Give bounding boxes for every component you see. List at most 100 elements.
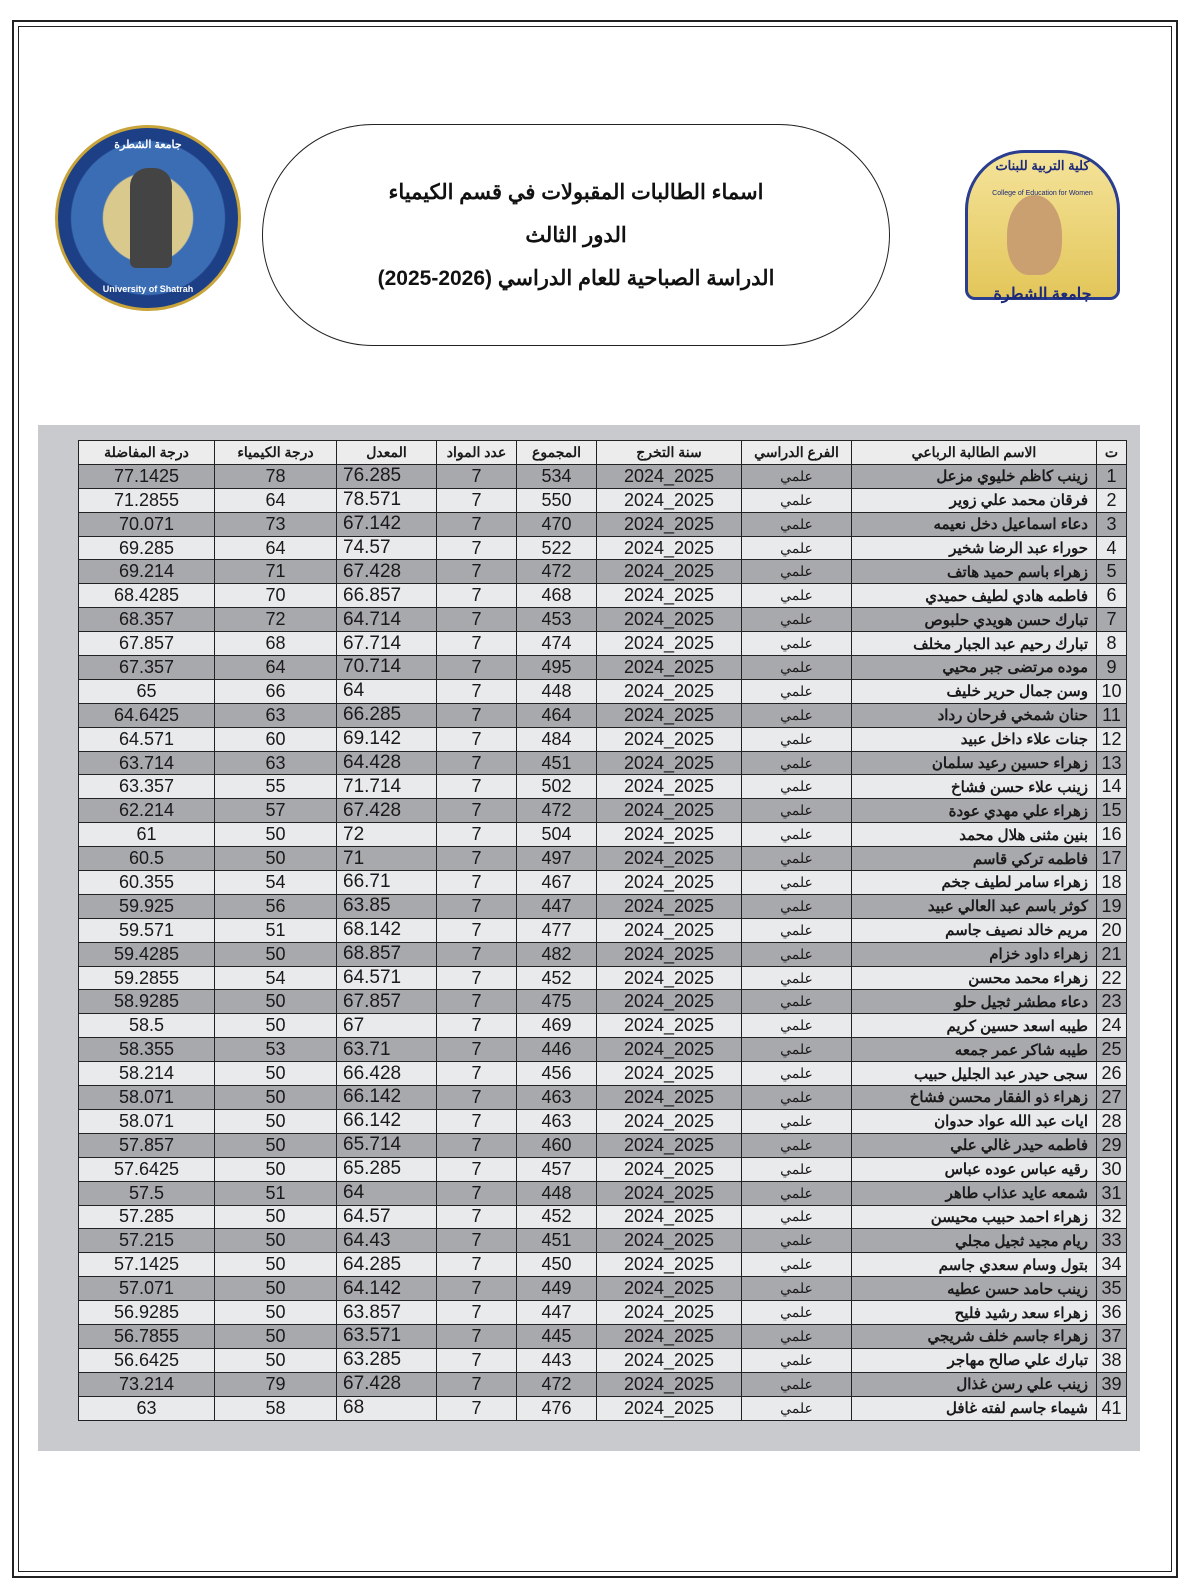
table-row: 10 وسن جمال حرير خليف علمي 2025_2024 448 7 64 6… <box>78 678 1127 704</box>
column-header: عدد المواد <box>436 440 517 465</box>
table-row: 35 زينب حامد حسن عطيه علمي 2025_2024 449 7 64.… <box>78 1276 1127 1302</box>
chemistry-grade: 64 <box>214 655 337 680</box>
graduation-year: 2025_2024 <box>596 1395 742 1421</box>
chemistry-grade: 50 <box>214 822 337 848</box>
branch: علمي <box>741 798 852 824</box>
student-name: زينب كاظم خليوي مزعل <box>851 463 1097 489</box>
average: 67.714 <box>336 631 437 657</box>
preference-score: 69.214 <box>78 559 215 585</box>
student-name: زهراء علي مهدي عودة <box>851 798 1097 824</box>
portrait-icon <box>1007 195 1062 275</box>
statue-icon <box>130 168 172 268</box>
student-name: موده مرتضى جبر محيي <box>851 655 1097 680</box>
table-row: 21 زهراء داود خزام علمي 2025_2024 482 7 68.857… <box>78 941 1127 967</box>
branch: علمي <box>741 941 852 967</box>
row-number: 28 <box>1096 1108 1127 1134</box>
student-name: دعاء اسماعيل دخل نعيمه <box>851 511 1097 537</box>
table-row: 5 زهراء باسم حميد هاتف علمي 2025_2024 472 7 67… <box>78 559 1127 585</box>
subject-count: 7 <box>436 1037 517 1063</box>
chemistry-grade: 50 <box>214 1228 337 1254</box>
subject-count: 7 <box>436 893 517 919</box>
chemistry-grade: 50 <box>214 846 337 872</box>
table-row: 4 حوراء عبد الرضا شخير علمي 2025_2024 522 7 74… <box>78 535 1127 561</box>
graduation-year: 2025_2024 <box>596 511 742 537</box>
row-number: 19 <box>1096 893 1127 919</box>
subject-count: 7 <box>436 655 517 680</box>
student-name: رقيه عباس عوده عباس <box>851 1156 1097 1182</box>
preference-score: 77.1425 <box>78 463 215 489</box>
row-number: 32 <box>1096 1204 1127 1230</box>
graduation-year: 2025_2024 <box>596 1228 742 1254</box>
preference-score: 71.2855 <box>78 487 215 513</box>
average: 71.714 <box>336 774 437 800</box>
student-name: فاطمه حيدر غالي علي <box>851 1132 1097 1158</box>
preference-score: 61 <box>78 822 215 848</box>
preference-score: 63 <box>78 1395 215 1421</box>
row-number: 21 <box>1096 941 1127 967</box>
chemistry-grade: 73 <box>214 511 337 537</box>
average: 71 <box>336 846 437 872</box>
subject-count: 7 <box>436 1371 517 1397</box>
preference-score: 57.285 <box>78 1204 215 1230</box>
preference-score: 60.355 <box>78 870 215 895</box>
chemistry-grade: 56 <box>214 893 337 919</box>
branch: علمي <box>741 702 852 728</box>
subject-count: 7 <box>436 1108 517 1134</box>
page-border-inner <box>18 26 1172 1572</box>
graduation-year: 2025_2024 <box>596 965 742 991</box>
preference-score: 56.9285 <box>78 1300 215 1325</box>
table-row: 28 ايات عبد الله عواد حدوان علمي 2025_2024 4… <box>78 1108 1127 1134</box>
preference-score: 57.215 <box>78 1228 215 1254</box>
total-score: 468 <box>516 583 597 609</box>
subject-count: 7 <box>436 965 517 991</box>
student-name: زهراء ذو الفقار محسن فشاخ <box>851 1085 1097 1110</box>
average: 68.857 <box>336 941 437 967</box>
subject-count: 7 <box>436 1347 517 1373</box>
preference-score: 67.857 <box>78 631 215 657</box>
chemistry-grade: 50 <box>214 1132 337 1158</box>
subject-count: 7 <box>436 1252 517 1278</box>
student-name: تبارك حسن هويدي حلبوص <box>851 607 1097 633</box>
row-number: 41 <box>1096 1395 1127 1421</box>
average: 65.714 <box>336 1132 437 1158</box>
branch: علمي <box>741 511 852 537</box>
table-row: 12 جنات علاء داخل عبيد علمي 2025_2024 484 7 69… <box>78 726 1127 752</box>
chemistry-grade: 54 <box>214 870 337 895</box>
average: 67 <box>336 1013 437 1039</box>
subject-count: 7 <box>436 989 517 1015</box>
average: 63.571 <box>336 1323 437 1349</box>
table-row: 13 زهراء حسين رعيد سلمان علمي 2025_2024 451 7… <box>78 750 1127 776</box>
table-row: 38 تبارك علي صالح مهاجر علمي 2025_2024 443 7 6… <box>78 1347 1127 1373</box>
table-row: 23 دعاء مطشر ثجيل حلو علمي 2025_2024 475 7 67.… <box>78 989 1127 1015</box>
preference-score: 57.5 <box>78 1180 215 1206</box>
chemistry-grade: 50 <box>214 1347 337 1373</box>
preference-score: 56.6425 <box>78 1347 215 1373</box>
graduation-year: 2025_2024 <box>596 631 742 657</box>
table-row: 30 رقيه عباس عوده عباس علمي 2025_2024 457 7 65… <box>78 1156 1127 1182</box>
average: 74.57 <box>336 535 437 561</box>
total-score: 460 <box>516 1132 597 1158</box>
total-score: 451 <box>516 750 597 776</box>
row-number: 1 <box>1096 463 1127 489</box>
student-name: تبارك علي صالح مهاجر <box>851 1347 1097 1373</box>
chemistry-grade: 51 <box>214 1180 337 1206</box>
graduation-year: 2025_2024 <box>596 1132 742 1158</box>
graduation-year: 2025_2024 <box>596 678 742 704</box>
subject-count: 7 <box>436 726 517 752</box>
student-name: زهراء جاسم خلف شريجي <box>851 1323 1097 1349</box>
branch: علمي <box>741 463 852 489</box>
student-name: فرقان محمد علي زوير <box>851 487 1097 513</box>
row-number: 16 <box>1096 822 1127 848</box>
row-number: 24 <box>1096 1013 1127 1039</box>
logo-college-text-en: College of Education for Women <box>992 190 1093 197</box>
student-name: زينب حامد حسن عطيه <box>851 1276 1097 1302</box>
total-score: 502 <box>516 774 597 800</box>
chemistry-grade: 78 <box>214 463 337 489</box>
total-score: 472 <box>516 1371 597 1397</box>
branch: علمي <box>741 846 852 872</box>
chemistry-grade: 50 <box>214 1252 337 1278</box>
graduation-year: 2025_2024 <box>596 1061 742 1087</box>
total-score: 495 <box>516 655 597 680</box>
total-score: 446 <box>516 1037 597 1063</box>
student-name: زهراء محمد محسن <box>851 965 1097 991</box>
